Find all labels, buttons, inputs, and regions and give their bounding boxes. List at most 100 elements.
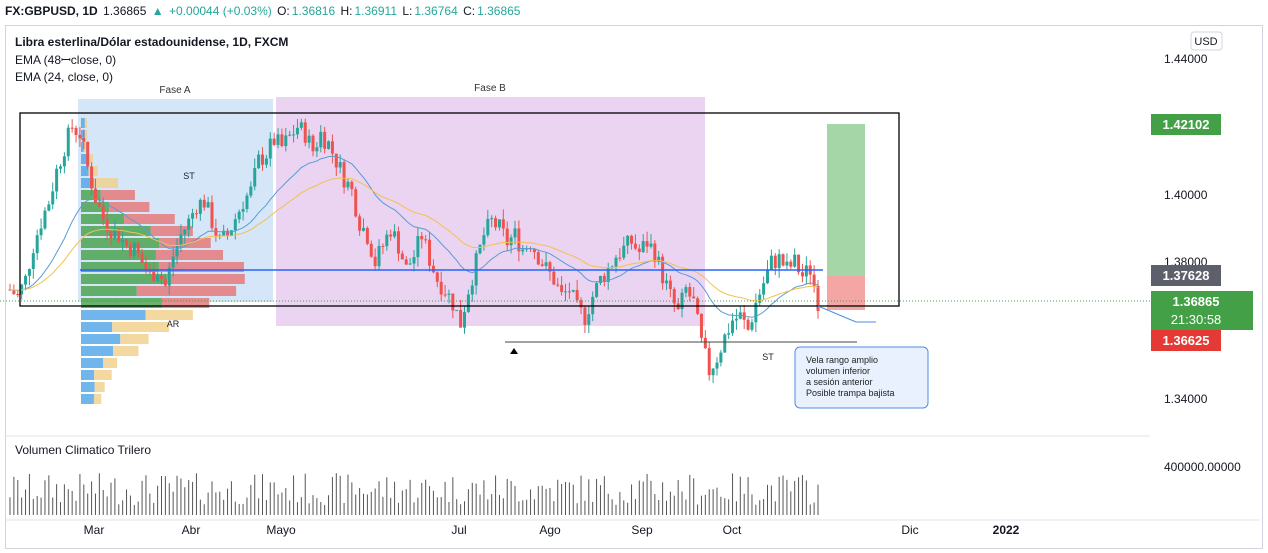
candle	[338, 162, 342, 168]
candle	[12, 289, 16, 295]
candle	[797, 254, 801, 273]
price-tick-1: 1.44000	[1164, 52, 1208, 66]
range-box[interactable]	[19, 112, 900, 307]
candle	[466, 294, 470, 313]
candle	[175, 245, 179, 257]
candle	[381, 245, 385, 247]
candle	[781, 254, 785, 266]
profile-row-sell	[124, 214, 175, 224]
candle	[715, 362, 719, 369]
candle	[766, 269, 769, 284]
profile-row-sell	[150, 226, 193, 236]
candle	[365, 227, 369, 244]
time-tick-sep: Sep	[631, 523, 653, 537]
candle	[762, 283, 766, 295]
currency-button[interactable]	[1190, 31, 1223, 51]
candle	[731, 320, 735, 334]
profile-row-sell	[84, 118, 87, 128]
badge-last	[1151, 291, 1253, 330]
callout-box[interactable]	[794, 346, 929, 409]
candle	[101, 206, 105, 220]
candle	[342, 162, 346, 188]
candle	[571, 289, 575, 292]
candle	[439, 281, 443, 295]
candle	[641, 241, 645, 253]
candle	[43, 210, 47, 229]
candle	[486, 218, 490, 236]
time-tick-mar: Mar	[84, 523, 105, 537]
candle	[233, 219, 237, 231]
candle	[579, 300, 583, 308]
volume-title: Volumen Climatico Trilero	[15, 443, 151, 457]
candle	[711, 368, 715, 376]
candle	[261, 154, 264, 165]
candle	[455, 310, 459, 312]
candle	[369, 243, 373, 257]
candle	[299, 122, 303, 128]
profile-row-buy	[81, 238, 160, 248]
profile-row-buy	[81, 370, 95, 380]
candle	[769, 255, 773, 270]
candle	[754, 302, 758, 323]
candle	[595, 283, 599, 297]
profile-row-buy	[81, 310, 146, 320]
symbol-label[interactable]: FX:GBPUSD, 1D	[5, 4, 98, 18]
candle	[206, 202, 210, 208]
candle	[505, 228, 509, 246]
profile-row-sell	[83, 142, 88, 152]
callout-line-1: Vela rango amplio	[806, 355, 878, 365]
profile-row-sell	[94, 370, 112, 380]
callout-line-4: Posible trampa bajista	[806, 388, 895, 398]
candle	[62, 156, 66, 167]
candle	[649, 243, 653, 247]
candle	[125, 239, 129, 246]
candle	[163, 278, 167, 286]
chart-title: Libra esterlina/Dólar estadounidense, 1D…	[15, 35, 288, 49]
candle	[509, 237, 513, 246]
candle	[521, 249, 525, 252]
open-value: 1.36816	[291, 4, 336, 18]
candle	[187, 218, 191, 230]
candle	[121, 239, 125, 243]
st-label-1: ST	[183, 171, 195, 181]
candle	[750, 322, 754, 330]
profile-row-buy	[81, 130, 85, 140]
candle	[202, 199, 206, 208]
candle	[264, 158, 268, 165]
ema48-legend[interactable]: EMA (48ꟷclose, 0)	[15, 53, 116, 67]
candle	[707, 348, 711, 376]
candle	[699, 313, 703, 338]
candle	[804, 265, 808, 277]
high-value: 1.36911	[354, 4, 398, 18]
candle	[532, 249, 536, 253]
close-label: C:	[463, 4, 476, 18]
candle	[560, 285, 564, 292]
candle	[288, 134, 292, 136]
last-price: 1.36865	[103, 4, 147, 18]
stop-zone[interactable]	[827, 276, 865, 310]
target-zone[interactable]	[827, 124, 865, 276]
candle	[358, 216, 362, 231]
candle	[431, 265, 435, 273]
profile-row-buy	[81, 262, 159, 272]
ema24-legend[interactable]: EMA (24, close, 0)	[15, 70, 113, 84]
up-arrow-icon: ▲	[151, 4, 164, 18]
candle	[191, 213, 195, 219]
candle	[179, 234, 183, 246]
badge-entry	[1151, 265, 1221, 286]
candle	[171, 256, 175, 268]
candle	[404, 259, 408, 265]
candle	[703, 337, 707, 349]
candle	[583, 307, 587, 325]
candle	[630, 235, 634, 244]
time-tick-jul: Jul	[451, 523, 466, 537]
fase-b-label: Fase B	[474, 83, 506, 94]
candle	[284, 135, 288, 146]
candle	[82, 138, 86, 142]
chart-frame[interactable]	[5, 25, 1263, 549]
candle	[793, 254, 797, 267]
candle	[55, 168, 59, 192]
candle	[194, 213, 198, 215]
profile-row-sell	[84, 130, 88, 140]
